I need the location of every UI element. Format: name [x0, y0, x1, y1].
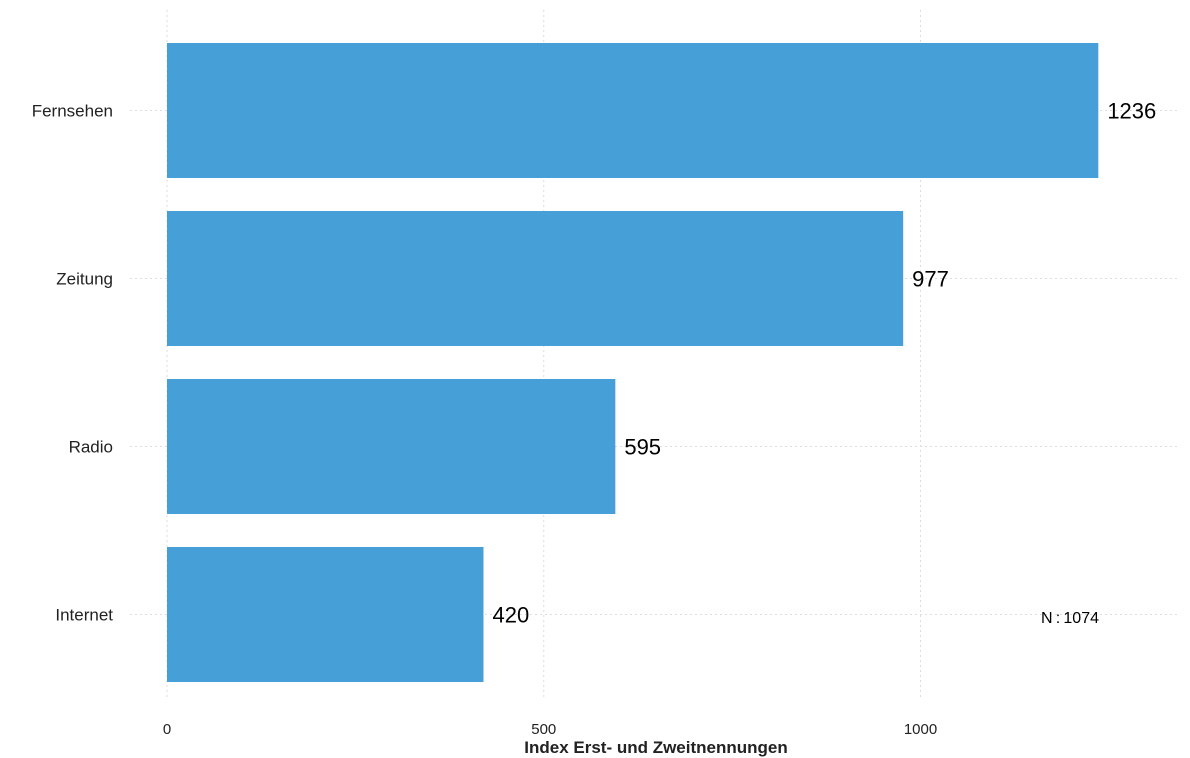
value-labels: 1236 977 595 420: [492, 99, 1156, 628]
category-label: Fernsehen: [32, 102, 113, 121]
category-label: Radio: [69, 438, 113, 457]
category-labels: Fernsehen Zeitung Radio Internet: [32, 102, 114, 625]
x-axis-title: Index Erst- und Zweitnennungen: [524, 738, 788, 757]
sample-size-note: N : 1074: [1041, 610, 1099, 627]
bars: [167, 43, 1099, 682]
bar-zeitung: [167, 211, 904, 346]
x-axis-ticks: 0 500 1000: [163, 721, 937, 738]
value-label: 1236: [1107, 99, 1156, 124]
category-label: Internet: [55, 606, 113, 625]
x-tick-label: 500: [531, 721, 556, 738]
bar-radio: [167, 379, 616, 514]
bar-internet: [167, 547, 484, 682]
x-tick-label: 1000: [904, 721, 937, 738]
value-label: 595: [624, 435, 661, 460]
value-label: 977: [912, 267, 949, 292]
x-tick-label: 0: [163, 721, 171, 738]
category-label: Zeitung: [56, 270, 113, 289]
bar-fernsehen: [167, 43, 1099, 178]
value-label: 420: [492, 603, 529, 628]
